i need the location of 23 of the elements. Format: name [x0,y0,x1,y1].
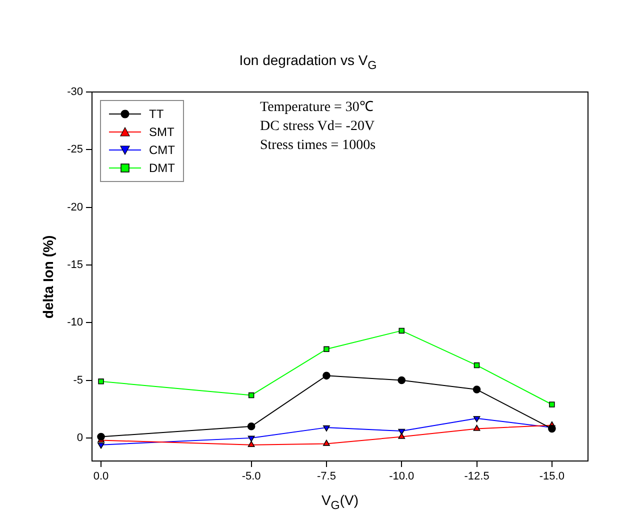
legend-label: SMT [149,125,174,139]
y-tick-label: -30 [67,86,83,98]
x-tick-label: -10.0 [389,470,414,483]
y-axis-title: delta Ion (%) [40,234,56,318]
y-tick-label: -10 [67,316,83,329]
y-tick-label: 0 [76,432,83,444]
legend-label: DMT [149,161,175,175]
x-axis-title: V$_{G}$(V) [320,492,360,512]
legend-label: TT [149,107,164,121]
chart-title: Ion degradation vs V$_{G}$ [238,52,378,72]
annotation: DC stress Vd= -20V [260,118,376,136]
x-tick-label: -5.0 [242,470,261,483]
x-tick-label: -7.5 [316,470,336,483]
y-tick-label: -15 [67,259,83,271]
y-tick-label: -5 [73,374,83,386]
annotation: Stress times = 1000s [260,137,376,155]
x-tick-label: -15.0 [539,470,564,483]
x-tick-label: -12.5 [464,470,490,483]
y-tick-label: -20 [67,201,83,214]
annotation: Temperature = 30℃ [260,99,374,117]
y-tick-label: -25 [67,144,83,156]
x-tick-label: 0.0 [93,470,109,483]
legend-label: CMT [149,143,175,157]
